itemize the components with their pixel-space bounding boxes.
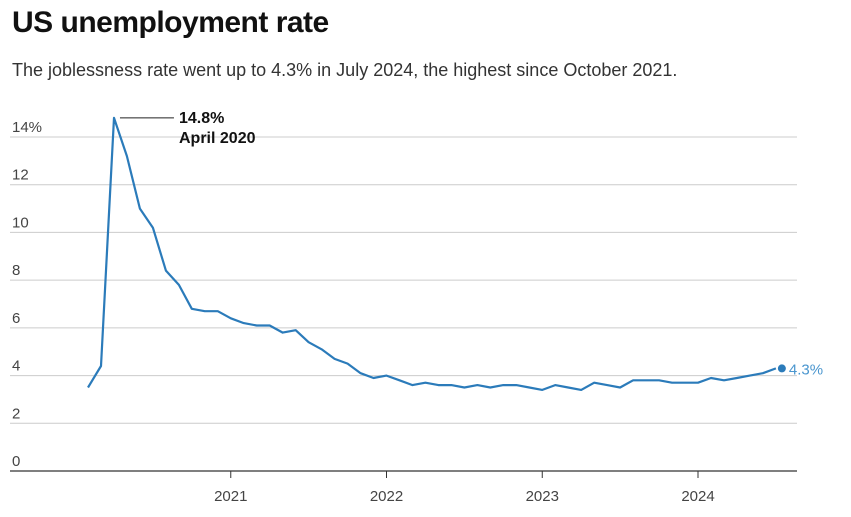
y-tick-label: 14%	[12, 119, 42, 136]
y-tick-label: 8	[12, 262, 20, 279]
chart-subtitle: The joblessness rate went up to 4.3% in …	[12, 60, 678, 80]
y-tick-label: 4	[12, 358, 20, 375]
x-tick-label: 2024	[681, 488, 714, 505]
series-line	[87, 116, 777, 391]
y-tick-label: 2	[12, 405, 20, 422]
peak-date-label: April 2020	[179, 130, 256, 147]
y-tick-label: 0	[12, 453, 20, 470]
y-tick-label: 12	[12, 167, 29, 184]
x-tick-label: 2022	[370, 488, 403, 505]
chart-title: US unemployment rate	[12, 6, 329, 39]
x-tick-label: 2023	[526, 488, 559, 505]
end-label: 4.3%	[789, 361, 823, 378]
y-tick-label: 10	[12, 214, 29, 231]
x-tick-label: 2021	[214, 488, 247, 505]
end-point	[777, 364, 786, 373]
y-tick-label: 6	[12, 310, 20, 327]
peak-value-label: 14.8%	[179, 110, 224, 127]
